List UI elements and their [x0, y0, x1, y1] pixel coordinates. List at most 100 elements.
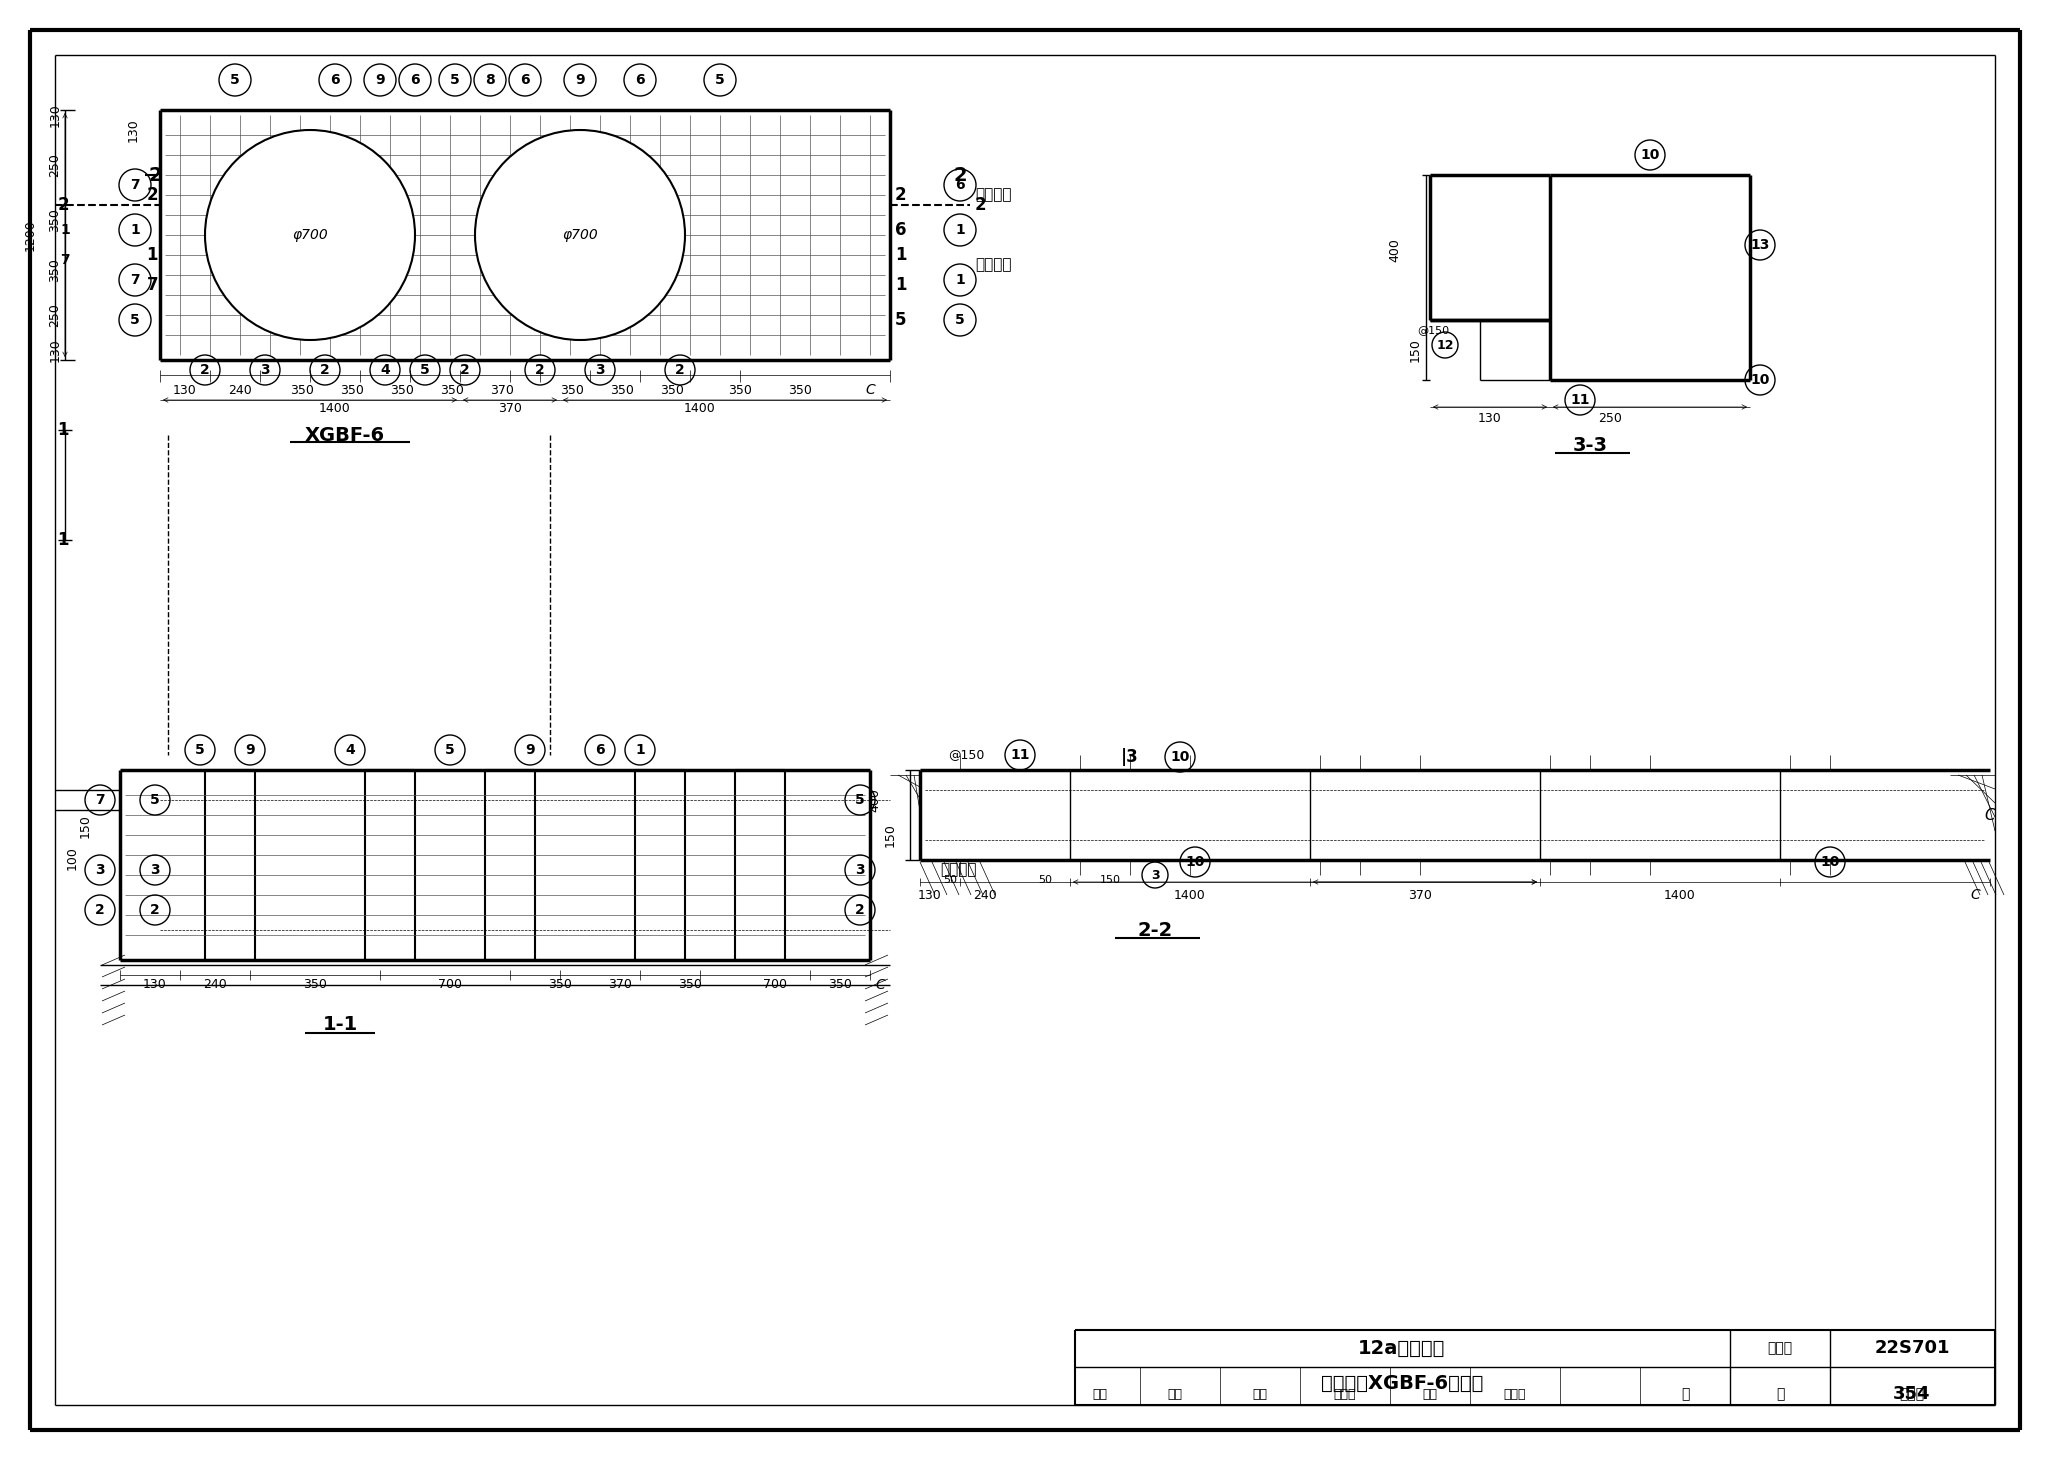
Text: 150: 150 — [1100, 875, 1120, 886]
Text: 100: 100 — [66, 846, 78, 870]
Text: 700: 700 — [438, 979, 463, 992]
Text: 2: 2 — [201, 363, 209, 376]
Text: 2: 2 — [147, 165, 162, 184]
Text: 2: 2 — [461, 363, 469, 376]
Text: @150: @150 — [1417, 325, 1450, 336]
Text: 5: 5 — [150, 794, 160, 807]
Text: 1400: 1400 — [1174, 889, 1206, 902]
Text: 2-2: 2-2 — [1137, 921, 1174, 940]
Text: 7: 7 — [131, 273, 139, 287]
Text: XGBF-6: XGBF-6 — [305, 426, 385, 445]
Text: 9: 9 — [246, 743, 254, 757]
Text: 6: 6 — [330, 73, 340, 88]
Text: 150: 150 — [1409, 338, 1421, 362]
Text: 6: 6 — [410, 73, 420, 88]
Text: |3: |3 — [1120, 748, 1139, 766]
Text: 5: 5 — [954, 314, 965, 327]
Text: 350: 350 — [49, 258, 61, 282]
Text: 1: 1 — [954, 273, 965, 287]
Text: 3: 3 — [856, 864, 864, 877]
Text: 1200: 1200 — [23, 219, 37, 251]
Text: 10: 10 — [1821, 855, 1839, 870]
Text: 1: 1 — [954, 223, 965, 236]
Text: 150: 150 — [78, 814, 92, 837]
Text: 1400: 1400 — [1665, 889, 1696, 902]
Text: 1: 1 — [635, 743, 645, 757]
Text: 5: 5 — [229, 73, 240, 88]
Text: 7: 7 — [59, 252, 70, 267]
Text: 3-3: 3-3 — [1573, 435, 1608, 455]
Text: 3: 3 — [260, 363, 270, 376]
Text: 2: 2 — [895, 185, 907, 204]
Text: 250: 250 — [1597, 411, 1622, 425]
Text: 5: 5 — [444, 743, 455, 757]
Text: 王军: 王军 — [1167, 1388, 1182, 1401]
Text: 5: 5 — [451, 73, 461, 88]
Circle shape — [207, 131, 414, 338]
Text: 6: 6 — [635, 73, 645, 88]
Text: 240: 240 — [203, 979, 227, 992]
Text: 22S701: 22S701 — [1874, 1339, 1950, 1357]
Text: 350: 350 — [549, 979, 571, 992]
Text: 6: 6 — [895, 220, 907, 239]
Text: 354: 354 — [1892, 1385, 1931, 1404]
Text: 2: 2 — [676, 363, 684, 376]
Text: 2: 2 — [975, 196, 985, 214]
Text: 9: 9 — [375, 73, 385, 88]
Text: 3: 3 — [94, 864, 104, 877]
Text: φ700: φ700 — [561, 228, 598, 242]
Text: 1400: 1400 — [319, 401, 350, 414]
Text: 3: 3 — [150, 864, 160, 877]
Text: 150: 150 — [883, 823, 897, 846]
Text: 1: 1 — [147, 247, 158, 264]
Text: 图集号: 图集号 — [1898, 1388, 1925, 1401]
Text: 顶部圈梁: 顶部圈梁 — [940, 862, 977, 877]
Text: C: C — [874, 978, 885, 992]
Text: 2: 2 — [94, 903, 104, 918]
Text: 5: 5 — [856, 794, 864, 807]
Text: 9: 9 — [524, 743, 535, 757]
Text: 1: 1 — [57, 531, 70, 549]
Text: 3: 3 — [1151, 868, 1159, 881]
Text: 10: 10 — [1751, 374, 1769, 387]
Text: 5: 5 — [715, 73, 725, 88]
Text: 12a号化粪池: 12a号化粪池 — [1358, 1338, 1446, 1357]
Text: 400: 400 — [868, 788, 881, 813]
Text: φ700: φ700 — [293, 228, 328, 242]
Text: 1-1: 1-1 — [322, 1015, 358, 1034]
Circle shape — [475, 131, 684, 338]
Text: C: C — [1985, 807, 1995, 823]
Text: 2: 2 — [856, 903, 864, 918]
Text: 7: 7 — [94, 794, 104, 807]
Text: 页: 页 — [1681, 1388, 1690, 1401]
Text: 现浇盖板XGBF-6配筋图: 现浇盖板XGBF-6配筋图 — [1321, 1373, 1483, 1392]
Text: 4: 4 — [346, 743, 354, 757]
Text: 240: 240 — [227, 384, 252, 397]
Text: @150: @150 — [948, 748, 985, 762]
Text: 350: 350 — [788, 384, 811, 397]
Text: 页: 页 — [1776, 1388, 1784, 1401]
Text: 1: 1 — [895, 276, 907, 295]
Text: 9: 9 — [575, 73, 586, 88]
Text: 350: 350 — [727, 384, 752, 397]
Text: 350: 350 — [440, 384, 465, 397]
Text: 350: 350 — [303, 979, 328, 992]
Text: 400: 400 — [1389, 238, 1401, 263]
Text: 1: 1 — [59, 223, 70, 236]
Text: 8: 8 — [485, 73, 496, 88]
Text: 50: 50 — [942, 875, 956, 886]
Text: 图集号: 图集号 — [1767, 1341, 1792, 1355]
Text: 5: 5 — [195, 743, 205, 757]
Text: 370: 370 — [498, 401, 522, 414]
Text: 2: 2 — [57, 196, 70, 214]
Text: 12: 12 — [1436, 338, 1454, 352]
Text: 250: 250 — [49, 153, 61, 177]
Text: 1400: 1400 — [684, 401, 717, 414]
Text: 130: 130 — [1479, 411, 1501, 425]
Text: 50: 50 — [1038, 875, 1053, 886]
Text: 130: 130 — [49, 338, 61, 362]
Text: 370: 370 — [1409, 889, 1432, 902]
Text: 下层钢筋: 下层钢筋 — [975, 257, 1012, 273]
Text: 10: 10 — [1186, 855, 1204, 870]
Text: 130: 130 — [49, 104, 61, 127]
